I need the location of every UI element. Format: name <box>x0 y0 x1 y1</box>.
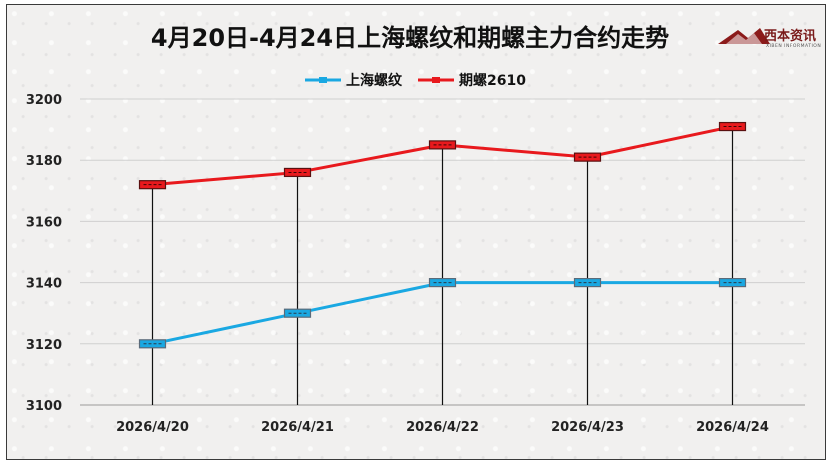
legend-label: 上海螺纹 <box>346 72 403 89</box>
x-tick-label: 2026/4/23 <box>551 420 624 435</box>
data-point <box>573 278 602 288</box>
series-layer <box>138 121 747 349</box>
legend: 上海螺纹 期螺2610 <box>305 72 526 89</box>
x-tick-label: 2026/4/21 <box>261 420 334 435</box>
data-point <box>283 308 312 318</box>
legend-marker-1 <box>319 77 327 83</box>
chart-frame <box>6 4 826 460</box>
chart-title: 4月20日-4月24日上海螺纹和期螺主力合约走势 <box>151 24 669 52</box>
logo-text: 西本资讯 <box>764 28 816 44</box>
y-tick-label: 3200 <box>26 93 62 108</box>
y-tick-label: 3160 <box>26 215 62 230</box>
data-point <box>428 140 457 150</box>
data-point <box>283 167 312 178</box>
data-point <box>573 152 602 162</box>
y-axis: 3100 3120 3140 3160 3180 3200 <box>26 93 62 414</box>
x-axis: 2026/4/20 2026/4/21 2026/4/22 2026/4/23 2026… <box>116 420 769 435</box>
legend-marker-2 <box>432 77 440 83</box>
legend-label: 期螺2610 <box>459 72 526 89</box>
logo-subtext: XIBEN INFORMATION <box>766 43 821 49</box>
data-point <box>138 180 167 190</box>
y-tick-label: 3180 <box>26 154 62 169</box>
drop-lines <box>151 126 734 405</box>
y-tick-label: 3120 <box>26 338 62 353</box>
data-point <box>428 278 457 288</box>
logo-mountain-highlight <box>726 33 762 44</box>
x-tick-label: 2026/4/24 <box>696 420 769 435</box>
data-point <box>718 278 747 288</box>
x-tick-label: 2026/4/20 <box>116 420 189 435</box>
logo: 西本资讯 XIBEN INFORMATION <box>718 28 821 49</box>
x-tick-label: 2026/4/22 <box>406 420 479 435</box>
data-point <box>138 339 167 349</box>
data-point <box>718 121 747 132</box>
y-tick-label: 3140 <box>26 277 62 292</box>
y-tick-label: 3100 <box>26 399 62 414</box>
